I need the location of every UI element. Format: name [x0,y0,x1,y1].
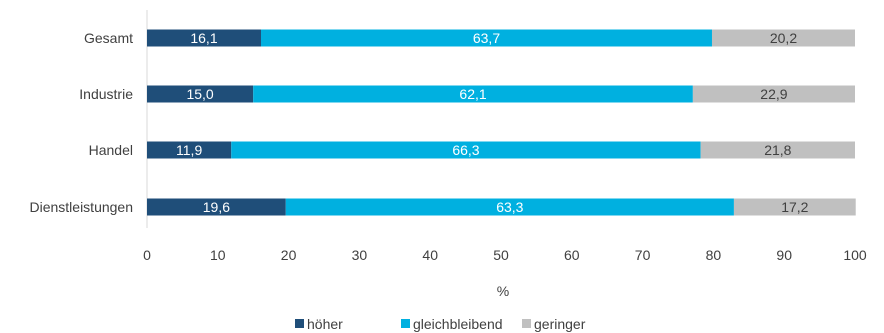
bar-segment [692,85,855,103]
legend-swatch [522,319,531,328]
x-tick-label: 70 [635,247,651,263]
data-label: 16,1 [190,30,217,46]
x-tick-label: 60 [564,247,580,263]
data-label: 66,3 [452,142,479,158]
data-label: 20,2 [770,30,797,46]
x-tick-label: 20 [281,247,297,263]
legend-label: höher [307,316,343,332]
category-label: Industrie [79,86,133,102]
legend-swatch [295,319,304,328]
data-label: 21,8 [764,142,791,158]
bar-segment [260,29,712,47]
data-label: 62,1 [459,86,486,102]
bar-segment [285,198,734,216]
legend: höher gleichbleibend geringer [295,316,586,332]
bar-segment [253,85,693,103]
x-axis-title: % [497,283,509,299]
data-label: 15,0 [186,86,213,102]
data-label: 22,9 [760,86,787,102]
data-label: 63,3 [496,199,523,215]
bar-segment [147,141,232,159]
bar-segment [711,29,855,47]
legend-label: gleichbleibend [413,316,503,332]
data-label: 19,6 [203,199,230,215]
x-tick-label: 50 [493,247,509,263]
x-tick-label: 100 [843,247,867,263]
category-label: Handel [89,142,133,158]
bar-segment [147,29,261,47]
x-tick-label: 10 [210,247,226,263]
bar-segment [700,141,855,159]
legend-label: geringer [534,316,586,332]
bar-segment [733,198,856,216]
x-tick-label: 0 [143,247,151,263]
plot-area: Gesamt 16,1 63,7 20,2 Industrie 15,0 62,1 22,9 H… [29,10,867,263]
data-label: 63,7 [473,30,500,46]
data-label: 17,2 [781,199,808,215]
category-label: Gesamt [84,30,133,46]
x-tick-label: 80 [706,247,722,263]
bar-segment [231,141,701,159]
legend-swatch [401,319,410,328]
category-label: Dienstleistungen [29,199,133,215]
bar-segment [147,198,286,216]
data-label: 11,9 [176,142,202,158]
x-tick-label: 40 [422,247,438,263]
x-tick-label: 30 [352,247,368,263]
bar-segment [147,85,254,103]
x-tick-label: 90 [776,247,792,263]
